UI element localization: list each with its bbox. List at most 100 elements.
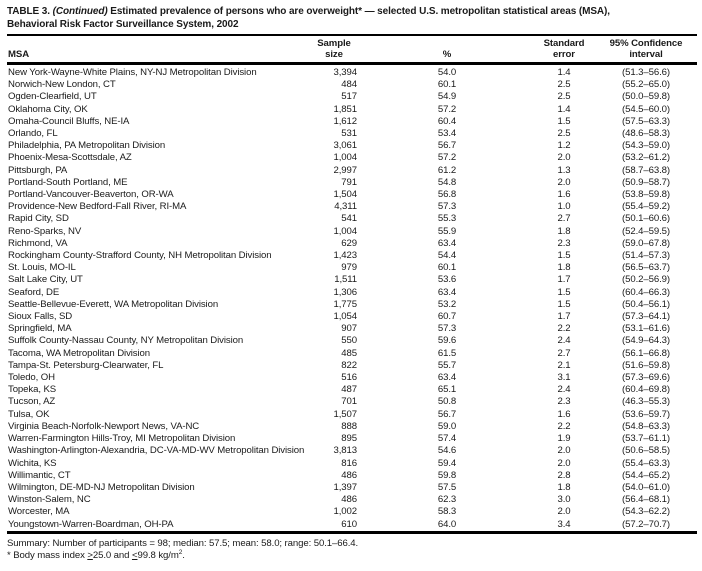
cell-sample: 1,423: [333, 250, 357, 262]
column-header-percent-label: %: [442, 48, 452, 60]
cell-pct: 63.4: [437, 286, 457, 298]
cell-msa: Oklahoma City, OK: [8, 103, 88, 115]
cell-se: 1.6: [557, 189, 571, 201]
table-row: Philadelphia, PA Metropolitan Division 3,…: [7, 140, 697, 152]
cell-sample: 629: [341, 237, 357, 249]
cell-msa: Phoenix-Mesa-Scottsdale, AZ: [8, 152, 132, 164]
cell-ci: (50.0–59.8): [622, 91, 670, 103]
cell-pct: 60.7: [437, 311, 457, 323]
table-row: Seaford, DE 1,306 63.4 1.5 (60.4–66.3): [7, 287, 697, 299]
cell-sample: 3,813: [333, 445, 357, 457]
cell-ci: (48.6–58.3): [622, 128, 670, 140]
table-row: Tacoma, WA Metropolitan Division 485 61.5 2…: [7, 348, 697, 360]
title-continued: (Continued): [52, 6, 108, 17]
cell-sample: 907: [341, 323, 357, 335]
cell-msa: New York-Wayne-White Plains, NY-NJ Metro…: [8, 67, 257, 78]
cell-pct: 60.1: [437, 79, 457, 91]
cell-se: 2.1: [557, 359, 571, 371]
column-header-percent: %: [361, 36, 533, 65]
cell-pct: 54.0: [437, 67, 457, 78]
cell-pct: 63.4: [437, 237, 457, 249]
cell-sample: 486: [341, 469, 357, 481]
table-row: Providence-New Bedford-Fall River, RI-MA…: [7, 201, 697, 213]
cell-ci: (51.3–56.6): [622, 67, 670, 78]
cell-ci: (56.4–68.1): [622, 494, 670, 506]
cell-msa: Wilmington, DE-MD-NJ Metropolitan Divisi…: [8, 481, 195, 493]
cell-ci: (51.6–59.8): [622, 359, 670, 371]
cell-msa: Seaford, DE: [8, 286, 60, 298]
cell-se: 2.4: [557, 335, 571, 347]
table-row: Norwich-New London, CT 484 60.1 2.5 (55.2–65…: [7, 79, 697, 91]
column-header-se-line1: Standard: [543, 38, 585, 49]
cell-se: 1.5: [557, 286, 571, 298]
cell-ci: (46.3–55.3): [622, 396, 670, 408]
cell-pct: 59.4: [437, 457, 457, 469]
cell-ci: (60.4–69.8): [622, 384, 670, 396]
cell-sample: 3,394: [333, 67, 357, 78]
cell-se: 2.5: [557, 91, 571, 103]
cell-se: 1.7: [557, 311, 571, 323]
table-row: Phoenix-Mesa-Scottsdale, AZ 1,004 57.2 2.0 (…: [7, 152, 697, 164]
column-header-confidence-interval: 95% Confidence interval: [595, 36, 697, 65]
cell-sample: 1,612: [333, 115, 357, 127]
cell-pct: 54.8: [437, 176, 457, 188]
table-row: Virginia Beach-Norfolk-Newport News, VA-…: [7, 421, 697, 433]
footnote-line: * Body mass index >25.0 and <99.8 kg/m2.: [7, 549, 697, 563]
footnote-star: *: [7, 550, 11, 562]
table-row: Tucson, AZ 701 50.8 2.3 (46.3–55.3): [7, 396, 697, 408]
cell-ci: (54.8–63.3): [622, 420, 670, 432]
table-row: Wichita, KS 816 59.4 2.0 (55.4–63.3): [7, 458, 697, 470]
cell-pct: 56.8: [437, 189, 457, 201]
cell-msa: Washington-Arlington-Alexandria, DC-VA-M…: [8, 445, 305, 457]
cell-msa: Virginia Beach-Norfolk-Newport News, VA-…: [8, 420, 200, 432]
cell-pct: 54.6: [437, 445, 457, 457]
cell-msa: Ogden-Clearfield, UT: [8, 91, 97, 103]
cell-ci: (56.5–63.7): [622, 262, 670, 274]
summary-line: Summary: Number of participants = 98; me…: [7, 537, 359, 549]
cell-ci: (54.0–61.0): [622, 481, 670, 493]
cell-sample: 1,504: [333, 189, 357, 201]
cell-ci: (55.4–59.2): [622, 201, 670, 213]
cell-ci: (54.3–59.0): [622, 140, 670, 152]
cell-ci: (54.5–60.0): [622, 103, 670, 115]
cell-pct: 53.4: [437, 128, 457, 140]
cell-ci: (57.2–70.7): [622, 518, 670, 530]
cell-msa: Springfield, MA: [8, 323, 72, 335]
cell-pct: 64.0: [437, 518, 457, 530]
cell-pct: 60.4: [437, 115, 457, 127]
footnote-part1: Body mass index: [10, 550, 88, 562]
cell-sample: 1,002: [333, 506, 357, 518]
table-row: Youngstown-Warren-Boardman, OH-PA 610 64.0…: [7, 519, 697, 533]
cell-pct: 53.2: [437, 298, 457, 310]
cell-pct: 53.6: [437, 274, 457, 286]
cell-sample: 2,997: [333, 164, 357, 176]
table-row: Wilmington, DE-MD-NJ Metropolitan Divisi…: [7, 482, 697, 494]
cell-msa: Portland-Vancouver-Beaverton, OR-WA: [8, 189, 174, 201]
title-rest: Estimated prevalence of persons who are …: [107, 6, 610, 17]
cell-se: 2.4: [557, 384, 571, 396]
cell-pct: 59.6: [437, 335, 457, 347]
cell-se: 1.4: [557, 67, 571, 78]
cell-pct: 63.4: [437, 372, 457, 384]
cell-ci: (51.4–57.3): [622, 250, 670, 262]
cell-pct: 57.5: [437, 481, 457, 493]
table-row: Springfield, MA 907 57.3 2.2 (53.1–61.6): [7, 323, 697, 335]
cell-sample: 531: [341, 128, 357, 140]
cell-ci: (55.2–65.0): [622, 79, 670, 91]
cell-ci: (53.1–61.6): [622, 323, 670, 335]
cell-ci: (58.7–63.8): [622, 164, 670, 176]
table-row: Pittsburgh, PA 2,997 61.2 1.3 (58.7–63.8): [7, 165, 697, 177]
cell-pct: 54.4: [437, 250, 457, 262]
cell-se: 1.8: [557, 225, 571, 237]
cell-msa: Warren-Farmington Hills-Troy, MI Metropo…: [8, 433, 236, 445]
cell-sample: 1,004: [333, 152, 357, 164]
cell-sample: 1,004: [333, 225, 357, 237]
cell-pct: 59.0: [437, 420, 457, 432]
cell-se: 2.8: [557, 469, 571, 481]
cell-ci: (57.3–69.6): [622, 372, 670, 384]
cell-pct: 55.7: [437, 359, 457, 371]
cell-msa: Tampa-St. Petersburg-Clearwater, FL: [8, 359, 164, 371]
cell-pct: 61.5: [437, 347, 457, 359]
cell-se: 2.5: [557, 79, 571, 91]
